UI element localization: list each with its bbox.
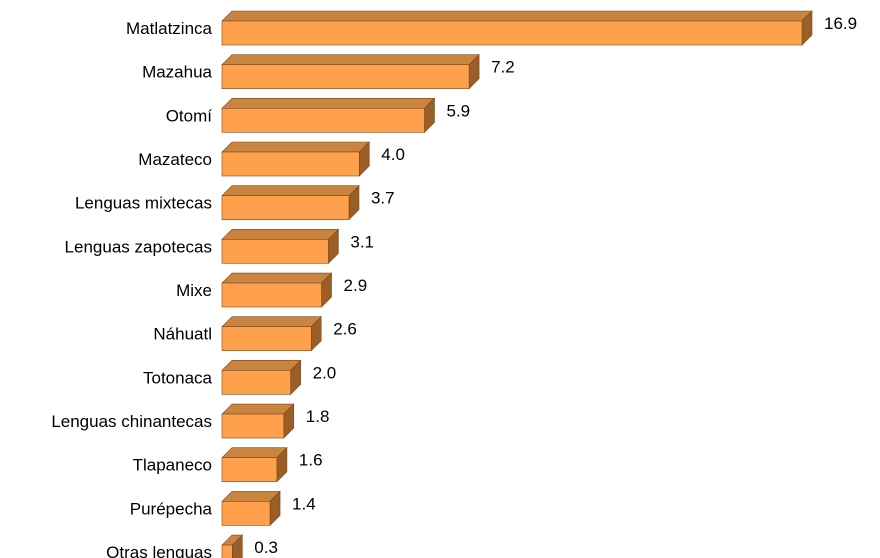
- value-label: 5.9: [446, 101, 470, 120]
- category-label: Otomí: [166, 106, 213, 125]
- category-label: Matlatzinca: [126, 19, 213, 38]
- category-label: Náhuatl: [153, 325, 212, 344]
- bar: [221, 228, 340, 265]
- bar-top-face: [221, 360, 302, 371]
- bars-group: [221, 10, 813, 558]
- bar: [221, 10, 813, 46]
- bar: [221, 403, 295, 439]
- bar-top-face: [221, 185, 360, 196]
- bar: [221, 184, 360, 221]
- bar-top-face: [221, 54, 480, 65]
- bar-top-face: [221, 10, 813, 22]
- bar-top-face: [221, 316, 322, 327]
- bar-front-face: [221, 457, 278, 483]
- value-label: 1.6: [299, 451, 323, 470]
- value-labels: 16.9 7.2 5.9 4.0 3.7 3.1 2.9 2.6 2.0 1.8 1.6 1.4 0.3: [254, 14, 857, 557]
- category-label: Otras lenguas: [106, 543, 212, 558]
- value-label: 2.9: [344, 276, 368, 295]
- bar-front-face: [221, 20, 803, 46]
- bar-front-face: [221, 282, 322, 308]
- category-label: Lenguas zapotecas: [65, 237, 212, 256]
- bar-front-face: [221, 326, 312, 351]
- value-label: 1.4: [292, 494, 316, 513]
- bar-top-face: [221, 403, 295, 415]
- category-label: Purépecha: [130, 499, 213, 518]
- bar: [221, 272, 333, 308]
- bar: [221, 97, 436, 134]
- value-label: 4.0: [381, 145, 405, 164]
- category-label: Totonaca: [143, 368, 213, 387]
- bar-front-face: [221, 195, 350, 220]
- bar: [221, 490, 281, 527]
- bar: [221, 446, 288, 483]
- value-label: 3.1: [350, 232, 374, 251]
- value-label: 2.6: [333, 320, 357, 339]
- bar-front-face: [221, 370, 291, 395]
- bar-top-face: [221, 447, 288, 459]
- bar-front-face: [221, 413, 285, 439]
- bar-front-face: [221, 239, 329, 264]
- value-label: 0.3: [254, 538, 278, 557]
- bar-front-face: [221, 64, 470, 89]
- value-label: 3.7: [371, 189, 395, 208]
- category-label: Mazateco: [138, 150, 212, 169]
- bar: [221, 53, 480, 90]
- bar-front-face: [221, 108, 425, 133]
- category-label: Lenguas mixtecas: [75, 194, 212, 213]
- bar-top-face: [221, 229, 340, 240]
- bar-top-face: [221, 98, 436, 109]
- category-label: Mazahua: [142, 63, 212, 82]
- bar-front-face: [221, 151, 360, 177]
- bar: [221, 315, 322, 352]
- bar: [221, 359, 302, 396]
- category-labels: Matlatzinca Mazahua Otomí Mazateco Lenguas m…: [51, 19, 212, 558]
- category-label: Lenguas chinantecas: [51, 412, 212, 431]
- bar-side-face: [231, 534, 243, 558]
- value-label: 7.2: [491, 58, 515, 77]
- bar: [221, 141, 371, 177]
- category-label: Tlapaneco: [133, 456, 212, 475]
- bar-top-face: [221, 272, 333, 284]
- category-label: Mixe: [176, 281, 212, 300]
- value-label: 1.8: [306, 407, 330, 426]
- bar-top-face: [221, 141, 371, 153]
- value-label: 16.9: [824, 14, 857, 33]
- bar-front-face: [221, 501, 271, 526]
- value-label: 2.0: [313, 363, 337, 382]
- bar: [221, 534, 244, 558]
- bar-front-face: [221, 544, 233, 558]
